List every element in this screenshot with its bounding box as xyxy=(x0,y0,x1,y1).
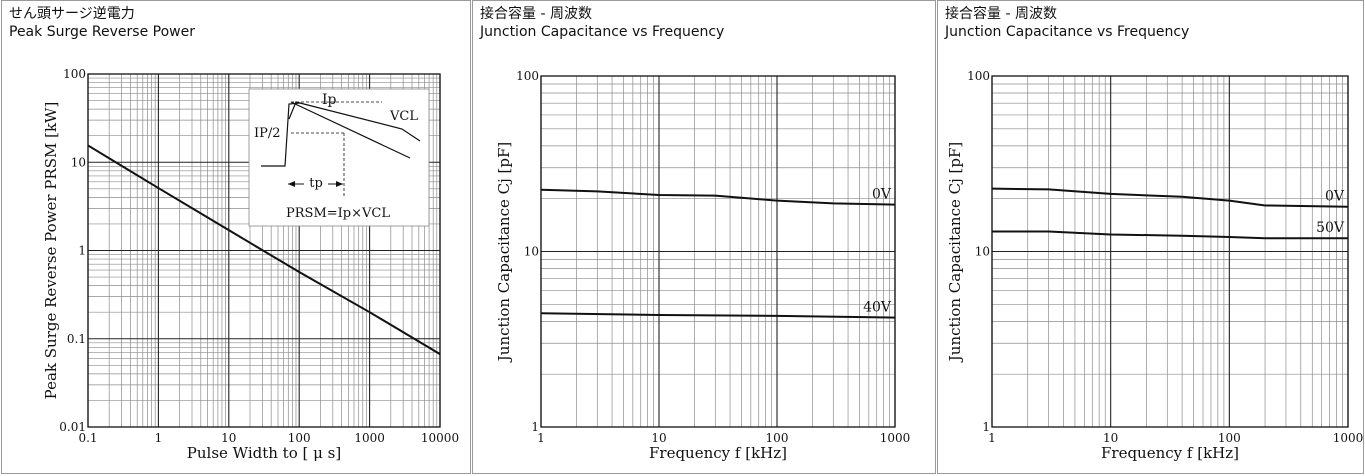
tp-arrow-head-right xyxy=(336,181,343,187)
x-axis-label: Frequency f [kHz] xyxy=(1101,444,1239,462)
inset-label-ip: Ip xyxy=(322,92,337,108)
tp-label-backdrop xyxy=(304,174,328,190)
y-tick-label: 1 xyxy=(78,244,86,258)
series-label: 0V xyxy=(1325,189,1345,205)
pulse-waveform-inset: Ip VCL IP/2 tp PRSM=Ip×VCL xyxy=(248,88,430,227)
series-line-1 xyxy=(87,144,441,355)
series-line-50v xyxy=(992,230,1348,240)
x-tick-label: 1 xyxy=(537,431,545,445)
capacitance-panel-50v: 接合容量 - 周波数 Junction Capacitance vs Frequ… xyxy=(937,0,1364,474)
y-axis-label: Peak Surge Reverse Power PRSM [kW] xyxy=(42,102,60,400)
plot-frame xyxy=(991,75,1349,428)
x-axis-label: Pulse Width to [ μ s] xyxy=(187,444,341,462)
x-tick-label: 10 xyxy=(651,431,666,445)
peak-surge-panel: せん頭サージ逆電力 Peak Surge Reverse Power 0.1 1 1… xyxy=(1,0,471,474)
x-tick-label: 1 xyxy=(155,431,163,445)
chart-title: せん頭サージ逆電力 xyxy=(9,6,135,22)
plot-frame xyxy=(540,75,896,428)
y-tick-label: 10 xyxy=(524,245,539,259)
chart-title: 接合容量 - 周波数 xyxy=(945,6,1057,22)
x-tick-label: 1000 xyxy=(354,431,385,445)
x-tick-label: 10 xyxy=(221,431,236,445)
x-tick-label: 100 xyxy=(766,431,789,445)
y-axis-label: Junction Capacitance Cj [pF] xyxy=(495,142,513,363)
y-tick-label: 0.1 xyxy=(67,332,86,346)
inset-label-half: IP/2 xyxy=(254,126,281,141)
chart-subtitle: Junction Capacitance vs Frequency xyxy=(480,24,725,40)
series-label: 50V xyxy=(1316,220,1345,236)
x-tick-label: 1 xyxy=(988,431,996,445)
y-tick-label: 10 xyxy=(71,155,86,169)
inset-label-vcl: VCL xyxy=(389,109,418,124)
inset-label-formula: PRSM=Ip×VCL xyxy=(286,206,390,221)
y-tick-label: 1 xyxy=(982,420,990,434)
chart-subtitle: Junction Capacitance vs Frequency xyxy=(945,24,1190,40)
chart-subtitle: Peak Surge Reverse Power xyxy=(9,24,195,40)
plot-frame xyxy=(87,73,441,428)
series-line-0v xyxy=(540,188,896,206)
x-tick-label: 100 xyxy=(288,431,311,445)
x-axis-label: Frequency f [kHz] xyxy=(649,444,787,462)
y-tick-label: 100 xyxy=(967,69,990,83)
voltage-clamp-curve xyxy=(288,101,421,142)
current-pulse-decay xyxy=(290,101,411,159)
inset-frame xyxy=(248,88,430,227)
tp-arrow-head-left xyxy=(288,181,295,187)
series-label: 0V xyxy=(872,187,892,203)
chart-title: 接合容量 - 周波数 xyxy=(480,6,592,22)
y-tick-label: 100 xyxy=(516,69,539,83)
x-tick-label: 10 xyxy=(1103,431,1118,445)
y-tick-label: 100 xyxy=(63,67,86,81)
x-tick-label: 100 xyxy=(1218,431,1241,445)
series-line-0v xyxy=(991,187,1349,208)
inset-label-tp: tp xyxy=(309,176,323,191)
y-axis-label: Junction Capacitance Cj [pF] xyxy=(946,142,964,363)
y-tick-label: 1 xyxy=(531,420,539,434)
y-tick-label: 10 xyxy=(975,245,990,259)
x-tick-label: 10000 xyxy=(421,431,459,445)
series-line-40v xyxy=(540,312,896,319)
x-tick-label: 1000 xyxy=(1333,431,1364,445)
y-tick-label: 0.01 xyxy=(59,420,86,434)
x-tick-label: 0.1 xyxy=(78,431,97,445)
series-label: 40V xyxy=(863,300,892,316)
capacitance-panel-40v: 接合容量 - 周波数 Junction Capacitance vs Frequ… xyxy=(472,0,936,474)
x-tick-label: 1000 xyxy=(880,431,911,445)
